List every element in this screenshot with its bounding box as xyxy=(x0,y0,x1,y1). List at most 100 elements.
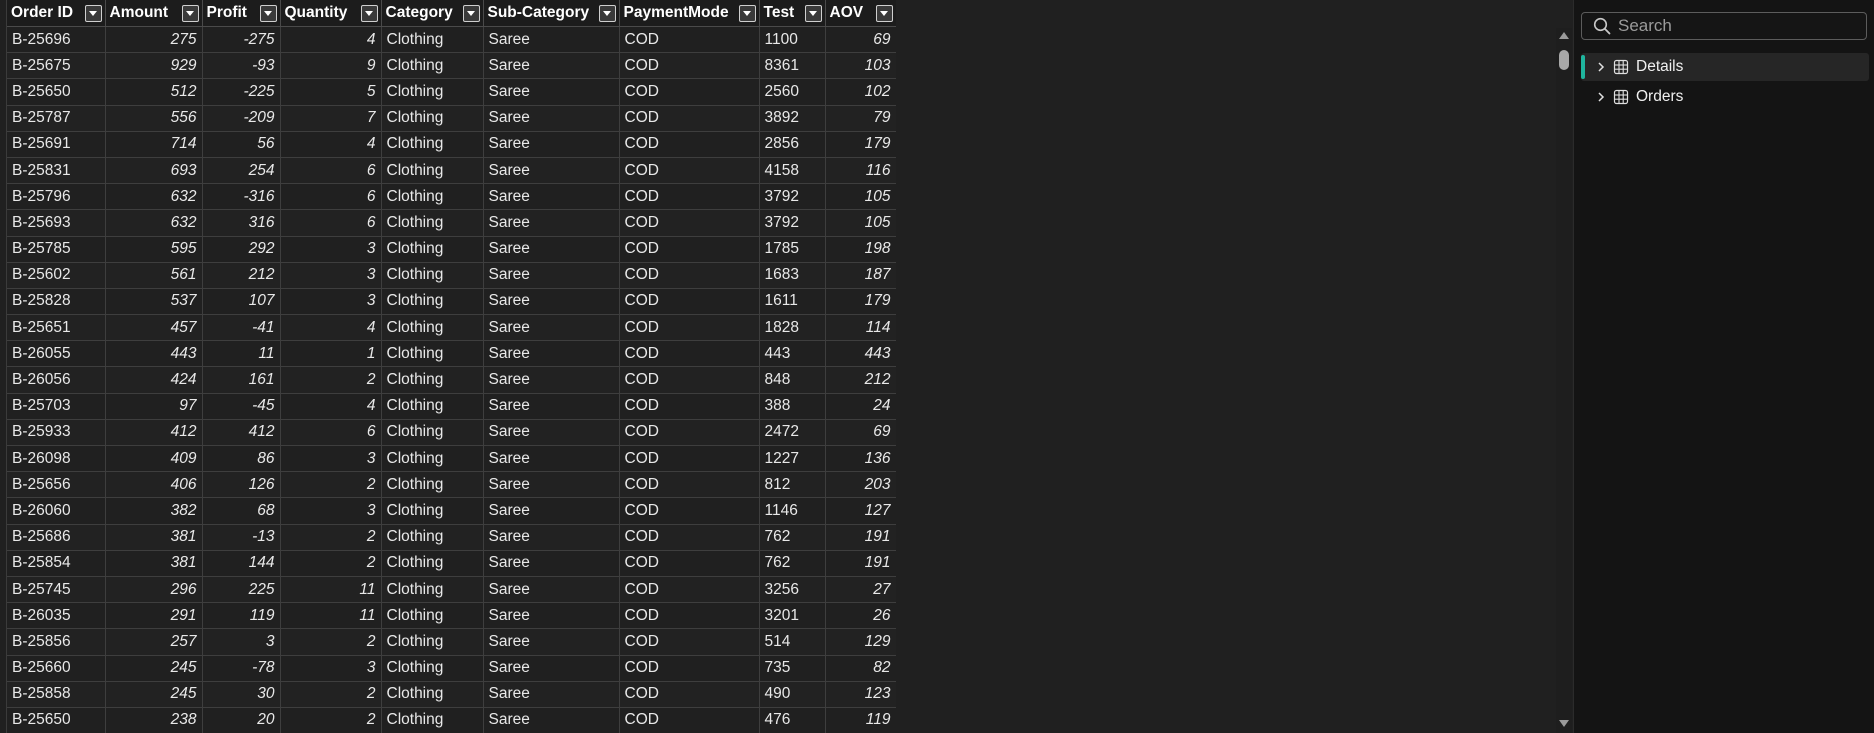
table-cell[interactable]: 203 xyxy=(825,471,896,499)
table-cell[interactable]: 443 xyxy=(105,340,203,368)
table-cell[interactable]: Clothing xyxy=(381,209,484,237)
table-cell[interactable]: -316 xyxy=(202,183,281,211)
table-cell[interactable]: 406 xyxy=(105,471,203,499)
table-cell[interactable]: -93 xyxy=(202,52,281,80)
table-cell[interactable]: 2 xyxy=(280,550,382,577)
table-cell[interactable]: 3 xyxy=(280,497,382,525)
tree-item-orders[interactable]: Orders xyxy=(1581,83,1869,111)
table-cell[interactable]: -13 xyxy=(202,524,281,551)
table-cell[interactable]: 490 xyxy=(759,681,826,708)
column-header-test[interactable]: Test xyxy=(759,0,826,27)
table-cell[interactable]: 443 xyxy=(825,340,896,368)
table-cell[interactable]: 86 xyxy=(202,445,281,473)
table-cell[interactable]: 119 xyxy=(202,602,281,630)
table-cell[interactable]: B-26055 xyxy=(7,340,106,368)
table-cell[interactable]: Clothing xyxy=(381,366,484,394)
table-cell[interactable]: Clothing xyxy=(381,262,484,289)
table-cell[interactable]: 225 xyxy=(202,576,281,604)
table-cell[interactable]: 1683 xyxy=(759,262,826,289)
table-cell[interactable]: 292 xyxy=(202,236,281,263)
scroll-up-arrow-icon[interactable] xyxy=(1559,32,1569,39)
table-cell[interactable]: 412 xyxy=(202,419,281,447)
table-cell[interactable]: 693 xyxy=(105,157,203,185)
table-row[interactable]: B-25656 406 126 2 Clothing Saree COD 812 203 xyxy=(7,471,896,499)
table-cell[interactable]: 212 xyxy=(825,366,896,394)
column-header-profit[interactable]: Profit xyxy=(202,0,281,27)
table-cell[interactable]: COD xyxy=(619,26,760,54)
table-cell[interactable]: COD xyxy=(619,131,760,158)
table-cell[interactable]: B-25650 xyxy=(7,78,106,106)
table-cell[interactable]: 595 xyxy=(105,236,203,263)
table-cell[interactable]: 103 xyxy=(825,52,896,80)
filter-dropdown-icon[interactable] xyxy=(875,4,893,22)
table-cell[interactable]: 381 xyxy=(105,524,203,551)
table-cell[interactable]: Saree xyxy=(483,314,620,342)
table-cell[interactable]: Clothing xyxy=(381,78,484,106)
filter-dropdown-icon[interactable] xyxy=(804,4,822,22)
chevron-right-icon[interactable] xyxy=(1595,91,1607,103)
table-cell[interactable]: Clothing xyxy=(381,26,484,54)
table-cell[interactable]: 11 xyxy=(280,576,382,604)
table-row[interactable]: B-25675 929 -93 9 Clothing Saree COD 8361 103 xyxy=(7,52,896,80)
table-cell[interactable]: B-25796 xyxy=(7,183,106,211)
table-cell[interactable]: 9 xyxy=(280,52,382,80)
table-row[interactable]: B-25602 561 212 3 Clothing Saree COD 1683 187 xyxy=(7,262,896,289)
table-row[interactable]: B-26060 382 68 3 Clothing Saree COD 1146 127 xyxy=(7,497,896,525)
table-cell[interactable]: COD xyxy=(619,366,760,394)
table-cell[interactable]: Saree xyxy=(483,366,620,394)
column-header-amount[interactable]: Amount xyxy=(105,0,203,27)
table-cell[interactable]: Saree xyxy=(483,471,620,499)
table-cell[interactable]: Clothing xyxy=(381,497,484,525)
table-row[interactable]: B-25787 556 -209 7 Clothing Saree COD 3892 79 xyxy=(7,105,896,132)
column-header-category[interactable]: Category xyxy=(381,0,484,27)
table-cell[interactable]: -275 xyxy=(202,26,281,54)
table-cell[interactable]: 316 xyxy=(202,209,281,237)
table-cell[interactable]: 457 xyxy=(105,314,203,342)
table-cell[interactable]: Saree xyxy=(483,183,620,211)
table-cell[interactable]: B-25785 xyxy=(7,236,106,263)
table-cell[interactable]: Saree xyxy=(483,78,620,106)
vertical-scrollbar[interactable] xyxy=(1556,28,1572,733)
table-cell[interactable]: 245 xyxy=(105,655,203,682)
table-cell[interactable]: 4 xyxy=(280,393,382,420)
table-cell[interactable]: 68 xyxy=(202,497,281,525)
table-cell[interactable]: 381 xyxy=(105,550,203,577)
column-header-sub-category[interactable]: Sub-Category xyxy=(483,0,620,27)
table-cell[interactable]: 6 xyxy=(280,157,382,185)
table-cell[interactable]: 144 xyxy=(202,550,281,577)
table-cell[interactable]: -209 xyxy=(202,105,281,132)
table-cell[interactable]: 2 xyxy=(280,524,382,551)
table-cell[interactable]: 198 xyxy=(825,236,896,263)
table-cell[interactable]: Saree xyxy=(483,209,620,237)
table-row[interactable]: B-26035 291 119 11 Clothing Saree COD 3201 26 xyxy=(7,602,896,630)
table-cell[interactable]: 8361 xyxy=(759,52,826,80)
filter-dropdown-icon[interactable] xyxy=(181,4,199,22)
table-cell[interactable]: Saree xyxy=(483,655,620,682)
table-cell[interactable]: Saree xyxy=(483,602,620,630)
table-cell[interactable]: B-25656 xyxy=(7,471,106,499)
table-cell[interactable]: Saree xyxy=(483,576,620,604)
table-cell[interactable]: 514 xyxy=(759,628,826,656)
table-cell[interactable]: Clothing xyxy=(381,157,484,185)
table-cell[interactable]: 3 xyxy=(280,262,382,289)
table-cell[interactable]: 69 xyxy=(825,419,896,447)
table-cell[interactable]: B-25703 xyxy=(7,393,106,420)
table-cell[interactable]: 126 xyxy=(202,471,281,499)
table-cell[interactable]: 3 xyxy=(280,288,382,316)
table-cell[interactable]: Clothing xyxy=(381,471,484,499)
table-cell[interactable]: 6 xyxy=(280,419,382,447)
table-cell[interactable]: COD xyxy=(619,602,760,630)
table-cell[interactable]: Clothing xyxy=(381,681,484,708)
table-cell[interactable]: 105 xyxy=(825,183,896,211)
table-cell[interactable]: COD xyxy=(619,655,760,682)
table-cell[interactable]: 3 xyxy=(280,236,382,263)
table-cell[interactable]: Saree xyxy=(483,52,620,80)
table-row[interactable]: B-26055 443 11 1 Clothing Saree COD 443 443 xyxy=(7,340,896,368)
table-cell[interactable]: B-26035 xyxy=(7,602,106,630)
table-cell[interactable]: 929 xyxy=(105,52,203,80)
table-cell[interactable]: B-25686 xyxy=(7,524,106,551)
scroll-down-arrow-icon[interactable] xyxy=(1559,720,1569,727)
table-cell[interactable]: 1100 xyxy=(759,26,826,54)
table-cell[interactable]: Clothing xyxy=(381,314,484,342)
table-cell[interactable]: 6 xyxy=(280,183,382,211)
